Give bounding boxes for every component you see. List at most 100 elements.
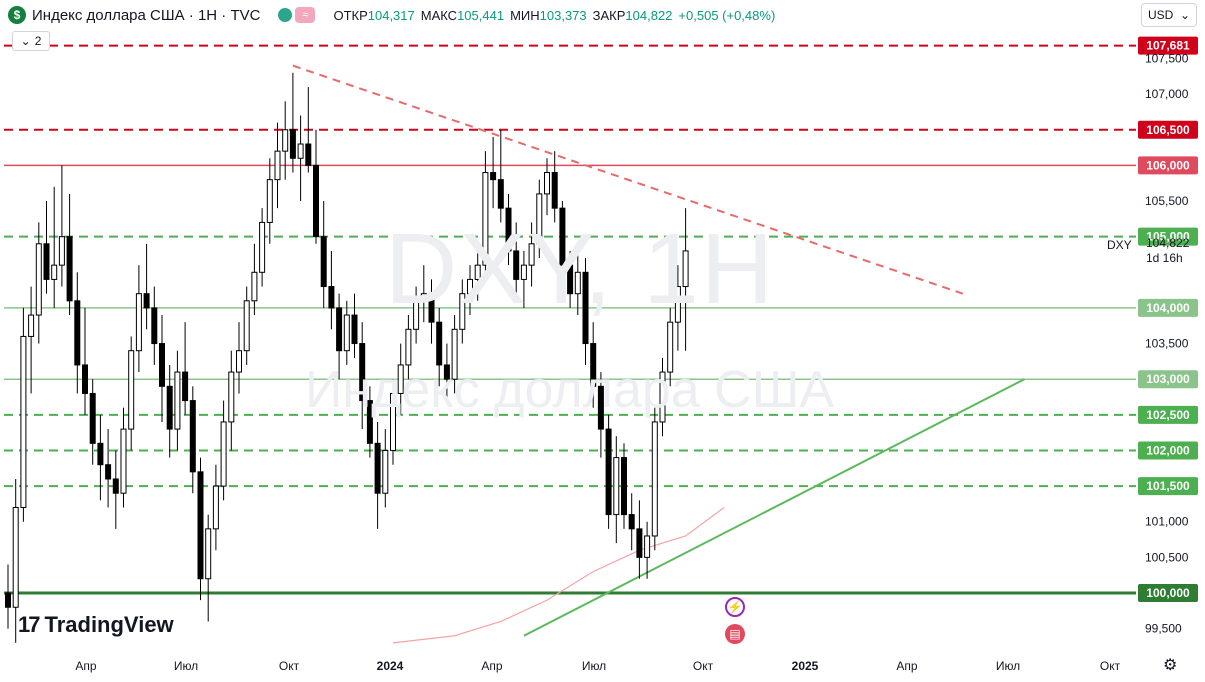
level-label-bg	[1138, 298, 1198, 317]
settings-gear-icon[interactable]: ⚙	[1163, 657, 1178, 674]
level-label-bg	[1138, 477, 1198, 496]
price-axis: 107,681 106,500 106,000 105,000 104,000 103,0…	[1137, 30, 1205, 650]
moving-average	[392, 506, 725, 644]
candle-body	[482, 172, 489, 266]
currency-value: USD	[1148, 8, 1174, 22]
price-change: +0,505 (+0,48%)	[678, 7, 776, 23]
candle-body	[544, 172, 550, 195]
time-tick-label: Июл	[582, 659, 606, 673]
candle-body	[474, 264, 481, 280]
candle-body	[405, 328, 412, 366]
price-tick-label: 99,500	[1145, 622, 1182, 636]
candle-body	[251, 271, 258, 302]
candle-body	[467, 278, 473, 295]
candle-body	[97, 442, 104, 466]
candle-body	[43, 243, 50, 280]
level-label-bg	[1138, 370, 1198, 389]
candle-body	[51, 264, 58, 280]
candle-body	[613, 457, 620, 516]
ohlc-value: 105,441	[457, 7, 505, 23]
ohlc-label: ОТКР	[333, 7, 368, 23]
candle-body	[66, 236, 73, 302]
candle-body	[551, 172, 558, 209]
candle-body	[567, 264, 574, 295]
candle-body	[382, 449, 389, 494]
candle-body	[205, 528, 212, 580]
candle-body	[528, 243, 535, 266]
candle-body	[644, 535, 651, 558]
candle-body	[174, 371, 181, 430]
candle-body	[490, 172, 497, 181]
market-status-toggle[interactable]: ≈	[278, 7, 316, 23]
candle-body	[436, 321, 443, 366]
ascending-support-line	[523, 378, 1025, 637]
candle-body	[259, 221, 266, 273]
level-label: 107,681	[1146, 39, 1190, 53]
price-tick-label: 107,500	[1145, 52, 1189, 66]
candle-body	[459, 293, 466, 330]
tradingview-logo[interactable]: 17 TradingView	[18, 612, 174, 638]
candle-body	[413, 300, 420, 330]
time-tick-label: 2025	[792, 659, 819, 673]
ohlc-value: 104,317	[367, 7, 415, 23]
ohlc-label: МАКС	[420, 7, 458, 23]
candle-body	[397, 364, 404, 394]
candle-body	[135, 293, 142, 352]
level-label: 106,000	[1146, 158, 1190, 172]
candle-body	[343, 314, 350, 352]
candle-body	[636, 528, 643, 558]
time-tick-label: Апр	[75, 659, 97, 673]
level-label-bg	[1138, 441, 1198, 460]
candle-body	[428, 293, 435, 323]
candle-body	[582, 271, 589, 345]
candle-body	[236, 350, 242, 373]
ohlc-value: 103,373	[539, 7, 587, 23]
level-label: 101,500	[1146, 479, 1190, 493]
candle-body	[82, 364, 88, 394]
candle-body	[159, 343, 165, 387]
candle-body	[112, 478, 119, 494]
candle-body	[597, 385, 604, 430]
indicators-toggle-button[interactable]: ⌄ 2	[12, 31, 50, 51]
candle-body	[5, 592, 11, 608]
candle-body	[182, 371, 189, 402]
candle-body	[189, 400, 196, 473]
chevron-down-icon: ⌄	[20, 34, 31, 48]
market-open-icon	[278, 8, 293, 22]
time-axis: Апр Июл Окт 2024 Апр Июл Окт 2025 Апр Июл Окт	[75, 659, 1120, 673]
chart-header: $ Индекс доллара США · 1Н · TVC ≈ ОТКР10…	[8, 4, 775, 26]
lightning-event-icon[interactable]: ⚡	[725, 597, 745, 617]
candle-body	[628, 514, 635, 530]
candle-body	[289, 129, 296, 159]
price-tick-label: 100,500	[1145, 550, 1189, 564]
candle-body	[674, 286, 681, 323]
bar-timer: 1d 16h	[1146, 251, 1183, 265]
candle-body	[105, 464, 112, 480]
candle-body	[89, 392, 96, 444]
last-price-label: 104,822 1d 16h	[1146, 236, 1189, 266]
us-flag-event-icon[interactable]: ▤	[725, 624, 745, 644]
wave-icon: ≈	[295, 7, 316, 23]
symbol-title[interactable]: Индекс доллара США · 1Н · TVC	[32, 6, 261, 24]
candle-body	[328, 286, 335, 309]
level-label-bg	[1138, 36, 1198, 55]
level-label: 103,000	[1146, 372, 1190, 386]
candle-body	[320, 236, 327, 288]
candle-body	[621, 457, 627, 516]
ohlc-label: МИН	[510, 7, 540, 23]
candle-body	[305, 143, 312, 166]
time-tick-label: Апр	[896, 659, 918, 673]
level-label: 104,000	[1146, 301, 1190, 315]
candle-body	[667, 321, 674, 373]
candle-body	[420, 293, 427, 302]
candle-body	[651, 421, 658, 537]
candle-body	[197, 471, 204, 580]
indicator-count: 2	[34, 34, 42, 48]
brand-name: TradingView	[44, 612, 174, 637]
chevron-down-icon: ⌄	[1179, 8, 1190, 22]
candle-body	[297, 143, 304, 159]
currency-select[interactable]: USD ⌄	[1141, 3, 1197, 27]
candle-body	[451, 328, 458, 380]
candle-body	[151, 307, 158, 345]
